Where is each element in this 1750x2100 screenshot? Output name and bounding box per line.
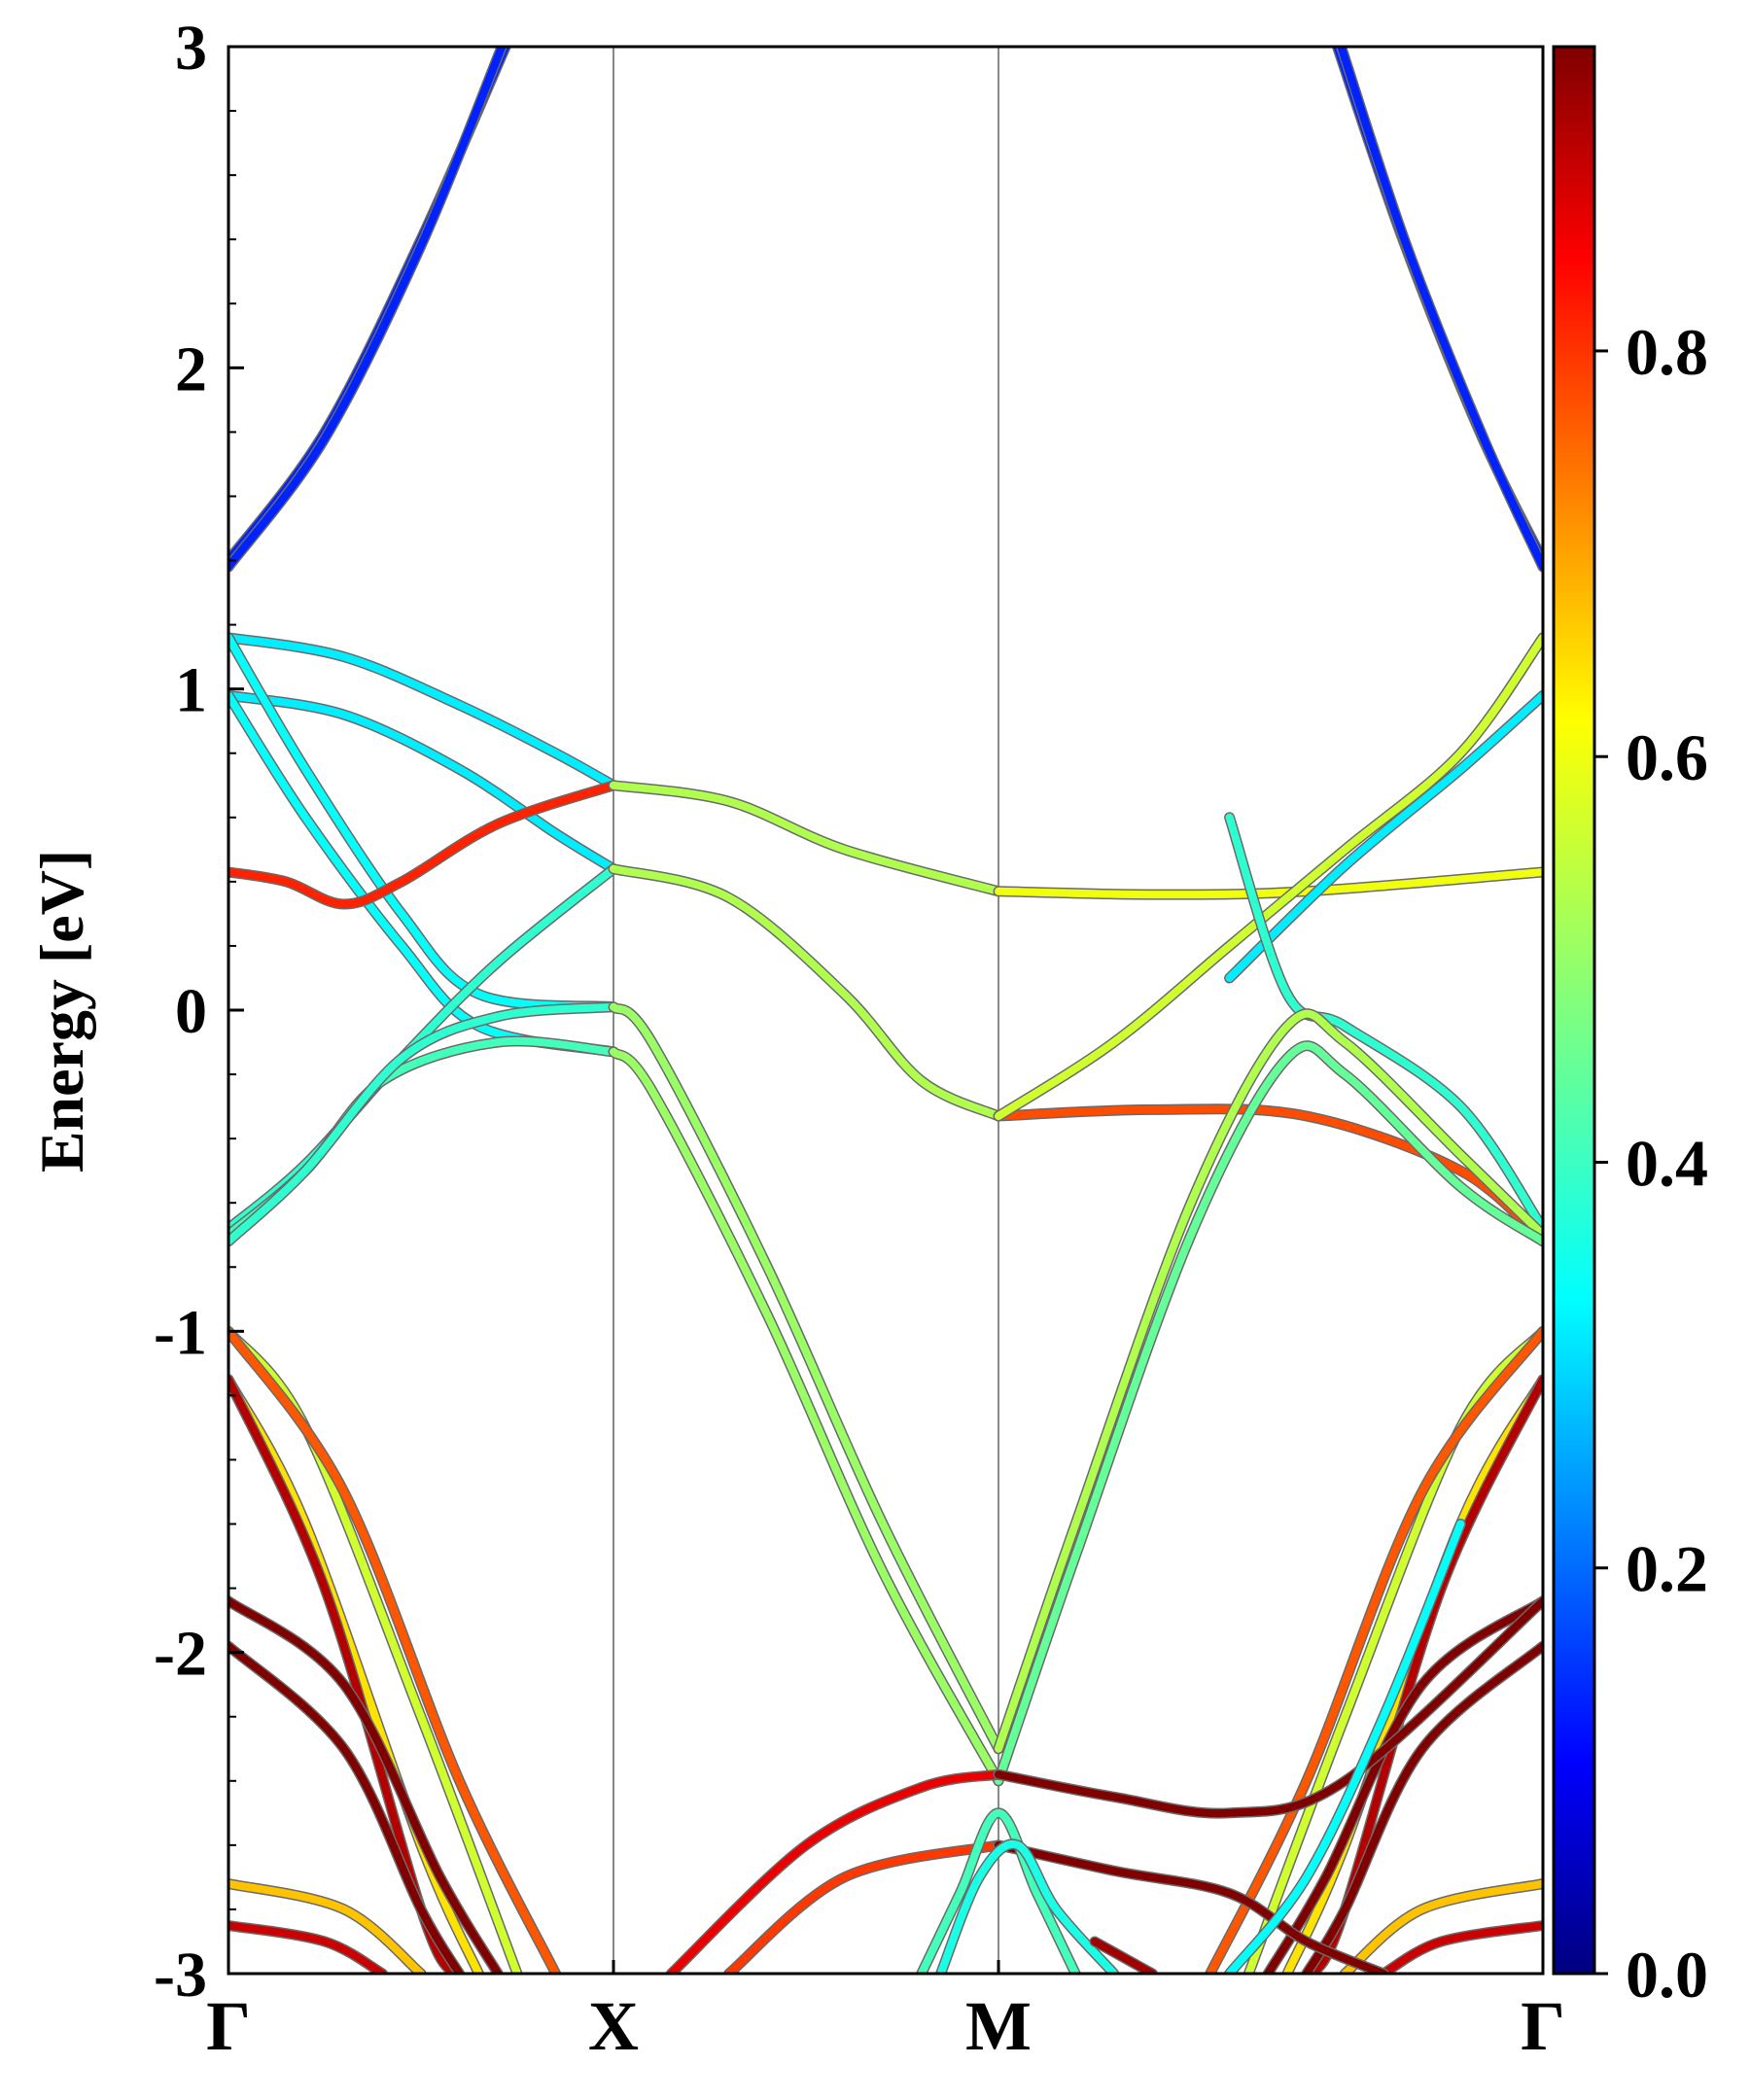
colorbar-tick-label: 0.2 <box>1626 1532 1708 1606</box>
band-line <box>1264 1596 1543 1974</box>
band-line <box>936 1839 1118 1974</box>
band-line <box>667 1770 1002 1974</box>
band-line <box>228 1642 464 1974</box>
band-line <box>995 633 1543 1120</box>
colorbar-tick-label: 0.8 <box>1626 315 1708 389</box>
band-line <box>995 1104 1543 1245</box>
colorbar-tick-label: 0.6 <box>1626 720 1708 794</box>
band-line <box>1302 1642 1543 1974</box>
x-tick-label: Γ <box>1521 1987 1565 2065</box>
y-tick-label: 3 <box>175 13 207 84</box>
band-line <box>228 1002 617 1245</box>
band-line <box>995 1009 1543 1753</box>
colorbar-ticks: 0.0 0.2 0.4 0.6 0.8 <box>1594 315 1708 2012</box>
band-line <box>610 864 1002 1120</box>
colorbar-tick-label: 0.0 <box>1626 1938 1708 2012</box>
plot-area: -3 -2 -1 0 1 2 3 Γ X M Γ Energy [eV] <box>27 13 1565 2065</box>
bands <box>228 47 1543 1974</box>
y-tick-label: -1 <box>154 1297 207 1368</box>
band-line <box>1225 813 1543 1233</box>
x-tick-label: M <box>965 1987 1032 2065</box>
band-line <box>1337 47 1543 572</box>
colorbar: 0.0 0.2 0.4 0.6 0.8 <box>1552 45 1708 2012</box>
y-tick-label: -2 <box>154 1619 207 1690</box>
y-tick-label: 2 <box>175 333 207 404</box>
band-line <box>995 868 1543 899</box>
y-axis-label: Energy [eV] <box>27 850 96 1172</box>
band-line <box>228 1879 425 1974</box>
band-line <box>1341 1879 1543 1974</box>
band-line <box>995 1840 1387 1974</box>
band-line <box>610 1002 1002 1753</box>
y-tick-label: -3 <box>154 1940 207 2011</box>
band-line <box>610 781 1002 895</box>
band-line <box>228 1596 503 1974</box>
band-line <box>610 1047 1002 1785</box>
x-tick-label: Γ <box>206 1987 251 2065</box>
band-line <box>995 1596 1543 1818</box>
band-line <box>1206 1327 1543 1974</box>
band-line <box>1091 1938 1157 1974</box>
y-tick-label: 0 <box>175 976 207 1047</box>
band-line <box>228 633 617 789</box>
band-line <box>228 1921 387 1974</box>
band-line <box>228 1327 560 1974</box>
y-tick-label: 1 <box>175 655 207 726</box>
band-line <box>1225 691 1543 982</box>
band-line <box>228 781 617 909</box>
band-line <box>1225 1520 1465 1974</box>
band-line <box>724 1840 1002 1974</box>
x-tick-label: X <box>588 1987 639 2065</box>
band-line <box>228 691 617 873</box>
colorbar-tick-label: 0.4 <box>1626 1126 1708 1200</box>
colorbar-gradient <box>1552 45 1596 1976</box>
band-line <box>228 1327 521 1974</box>
band-line <box>1380 1921 1543 1974</box>
band-line <box>228 47 507 572</box>
band-line <box>228 633 617 1011</box>
band-line <box>995 1041 1543 1785</box>
band-line <box>917 1808 1080 1974</box>
y-axis-ticks: -3 -2 -1 0 1 2 3 <box>154 13 244 2011</box>
band-line <box>1244 1327 1543 1974</box>
